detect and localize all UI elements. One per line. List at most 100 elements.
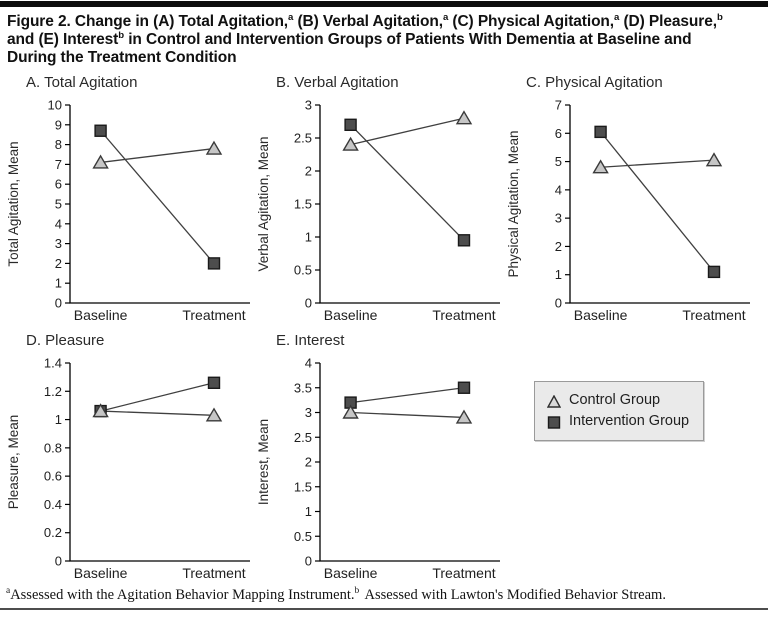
y-tick-label: 2: [305, 163, 312, 178]
control-marker-triangle: [92, 403, 109, 418]
y-tick-label: 3: [305, 97, 312, 112]
charts-row-2: D. Pleasure Pleasure, Mean 0 0.2 0.4 0.6 0.8 1 1…: [6, 329, 768, 581]
y-tick-label: 4: [305, 355, 312, 370]
y-tick-label: 2.5: [294, 130, 312, 145]
y-tick-label: 2: [55, 256, 62, 271]
control-marker-triangle: [342, 136, 359, 151]
y-tick-label: 0: [55, 295, 62, 310]
y-axis-label: Total Agitation, Mean: [6, 141, 21, 266]
y-tick-label: 1.5: [294, 196, 312, 211]
text-segment: (D) Pleasure,: [619, 13, 717, 30]
intervention-marker-square: [707, 265, 721, 278]
intervention-series-line: [350, 124, 465, 241]
y-tick-label: 2: [305, 454, 312, 469]
y-tick-label: 1: [55, 276, 62, 291]
text-segment: Figure 2. Change in (A) Total Agitation,: [7, 13, 289, 30]
y-tick-label: 0.5: [294, 262, 312, 277]
x-category-label: Treatment: [682, 307, 745, 323]
y-tick-label: 4: [55, 216, 62, 231]
y-tick-label: 0: [555, 295, 562, 310]
y-tick-label: 8: [55, 137, 62, 152]
control-marker-triangle: [205, 140, 223, 155]
y-tick-label: 0.5: [294, 529, 312, 544]
y-tick-label: 1: [555, 267, 562, 282]
y-tick-label: 0.4: [44, 497, 62, 512]
y-tick-label: 7: [55, 157, 62, 172]
chart-title: D. Pleasure: [26, 332, 104, 349]
intervention-marker-square: [457, 381, 471, 394]
x-category-label: Treatment: [432, 307, 495, 323]
axes: [569, 104, 750, 304]
superscript-note-marker: a: [6, 586, 11, 597]
text-segment: During the Treatment Condition: [7, 48, 237, 66]
control-series-line: [350, 411, 465, 419]
intervention-marker-square: [344, 118, 357, 131]
x-category-label: Baseline: [74, 565, 128, 581]
x-category-label: Baseline: [74, 307, 128, 323]
figure-title-line: Figure 2. Change in (A) Total Agitation,…: [7, 13, 762, 31]
chart-title: A. Total Agitation: [26, 74, 137, 91]
intervention-marker-square: [94, 124, 107, 137]
text-segment: (B) Verbal Agitation,: [293, 13, 443, 30]
y-tick-label: 4: [555, 182, 562, 197]
chart-title: E. Interest: [276, 332, 345, 349]
chart-title: B. Verbal Agitation: [276, 74, 399, 91]
axes: [69, 362, 250, 562]
control-series-line: [100, 410, 215, 416]
control-marker-triangle: [455, 409, 473, 424]
chart-total-agitation: A. Total Agitation Total Agitation, Mean 0…: [6, 71, 256, 323]
y-axis-label: Interest, Mean: [256, 419, 271, 505]
x-category-label: Baseline: [324, 565, 378, 581]
y-tick-label: 3: [305, 405, 312, 420]
y-tick-label: 10: [48, 97, 62, 112]
y-tick-label: 3: [555, 211, 562, 226]
y-tick-label: 0: [305, 295, 312, 310]
intervention-group-square-icon: [547, 415, 561, 429]
y-tick-label: 0: [305, 553, 312, 568]
y-axis-label: Pleasure, Mean: [6, 415, 21, 510]
charts-area: A. Total Agitation Total Agitation, Mean 0…: [0, 67, 768, 581]
y-tick-label: 1.5: [294, 479, 312, 494]
intervention-series-line: [600, 131, 715, 273]
chart-verbal-agitation: B. Verbal Agitation Verbal Agitation, Mea…: [256, 71, 506, 323]
chart-title: C. Physical Agitation: [526, 74, 663, 91]
y-tick-label: 6: [555, 126, 562, 141]
chart-physical-agitation: C. Physical Agitation Physical Agitation,…: [506, 71, 756, 323]
superscript-note-marker: a: [442, 11, 449, 23]
superscript-note-marker: b: [716, 11, 723, 23]
control-series-line: [350, 117, 465, 146]
y-tick-label: 1: [305, 229, 312, 244]
bottom-rule: [0, 608, 768, 611]
axes: [319, 362, 500, 562]
y-tick-label: 0.8: [44, 440, 62, 455]
y-axis-label: Physical Agitation, Mean: [506, 130, 521, 277]
control-series-line: [100, 147, 215, 163]
text-segment: (C) Physical Agitation,: [448, 13, 615, 30]
chart-svg-C: C. Physical Agitation Physical Agitation,…: [506, 74, 750, 323]
text-segment: Assessed with Lawton's Modified Behavior…: [364, 586, 666, 603]
control-marker-triangle: [705, 152, 723, 167]
y-tick-label: 3.5: [294, 380, 312, 395]
y-tick-label: 7: [555, 97, 562, 112]
chart-svg-A: A. Total Agitation Total Agitation, Mean 0…: [6, 74, 250, 323]
y-tick-label: 6: [55, 177, 62, 192]
text-segment: Assessed with the Agitation Behavior Map…: [10, 586, 355, 603]
legend-item-control: Control Group: [546, 390, 689, 411]
text-segment: and (E) Interest: [7, 30, 119, 48]
chart-pleasure: D. Pleasure Pleasure, Mean 0 0.2 0.4 0.6 0.8 1 1…: [6, 329, 256, 581]
axes: [69, 104, 250, 304]
y-tick-label: 0: [55, 553, 62, 568]
x-category-label: Baseline: [574, 307, 628, 323]
control-series-line: [600, 159, 715, 168]
figure-title-line: During the Treatment Condition: [7, 49, 762, 67]
text-segment: in Control and Intervention Groups of Pa…: [124, 30, 692, 48]
y-tick-label: 1.2: [44, 384, 62, 399]
y-tick-label: 9: [55, 117, 62, 132]
intervention-marker-square: [207, 257, 221, 270]
y-tick-label: 2: [555, 239, 562, 254]
intervention-series-line: [350, 387, 465, 404]
y-tick-label: 3: [55, 236, 62, 251]
superscript-note-marker: a: [614, 11, 620, 23]
y-tick-label: 1: [305, 504, 312, 519]
